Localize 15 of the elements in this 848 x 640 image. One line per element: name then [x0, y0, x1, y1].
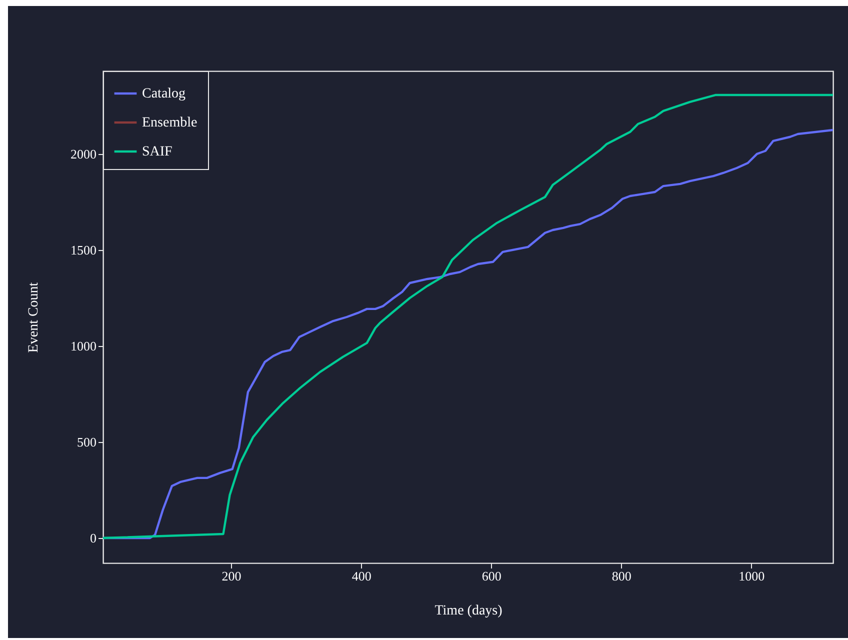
y-tick-label: 1500 [70, 242, 96, 258]
y-tick-label: 500 [77, 434, 96, 450]
x-axis-title: Time (days) [434, 604, 503, 618]
y-tick-label: 1000 [70, 338, 96, 354]
x-tick-label: 800 [612, 568, 632, 584]
legend-label: SAIF [142, 144, 173, 160]
legend-label: Ensemble [142, 116, 198, 130]
x-tick-label: 600 [482, 568, 502, 584]
y-tick-label: 2000 [70, 146, 96, 162]
x-tick-label: 400 [352, 568, 372, 584]
x-tick-label: 1000 [738, 568, 765, 584]
y-axis-title: Event Count [26, 282, 42, 353]
x-tick-label: 200 [222, 568, 242, 584]
y-tick-label: 0 [90, 530, 96, 546]
legend-label: Catalog [142, 86, 186, 102]
